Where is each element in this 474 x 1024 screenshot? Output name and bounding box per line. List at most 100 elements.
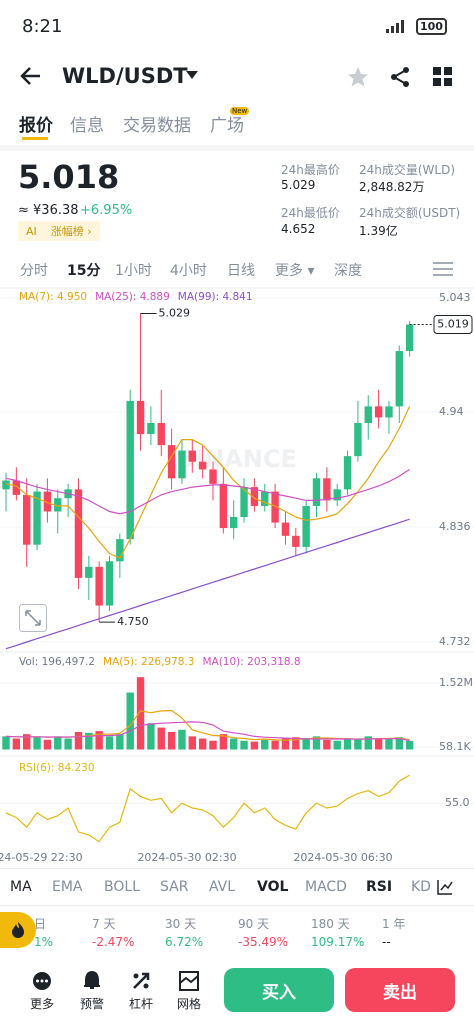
indicator-tab[interactable]: BOLL [104,879,140,895]
candle-body [116,539,124,562]
volume-bar [85,732,93,750]
tab[interactable]: 广场 [210,116,244,136]
back-button[interactable] [20,66,42,86]
battery: 100 [416,18,447,35]
candle-body [147,422,155,435]
y-tick-label: 4.836 [439,520,471,533]
tag-pill[interactable]: AI 涨幅榜 › [18,221,100,241]
candle-body [312,478,321,506]
indicator-tab[interactable]: AVL [209,879,236,895]
ma-legend: MA(25): 4.889 [95,291,170,303]
chart: BINANCE 5.043 4.94 4.836 4.732 1.52M 58.1K 55.0… [0,287,474,864]
interval[interactable]: 15分 [67,263,101,279]
candle-body [126,400,134,540]
time-label: 24-05-29 22:30 [0,851,83,864]
tab[interactable]: 信息 [70,116,104,136]
layout-icon[interactable] [433,67,453,87]
tab[interactable]: 报价 [19,116,53,136]
bottom-label[interactable]: 杠杆 [129,997,154,1011]
candle-body [385,406,393,418]
fire-button[interactable] [0,912,36,948]
indicator-tab[interactable]: MA [10,879,32,895]
share-icon[interactable] [389,66,411,88]
volume-bar [43,739,52,750]
vol-tick-label: 58.1K [439,740,471,753]
volume-bar [374,738,383,750]
interval[interactable]: 1小时 [115,263,152,279]
dropdown-icon[interactable] [186,70,198,80]
volume-bar [292,737,300,750]
candle-body [374,406,383,418]
interval[interactable]: 日线 [227,263,255,279]
low-label: 4.750 [117,615,148,628]
volume-bar [147,723,155,750]
interval[interactable]: 深度 [334,263,362,279]
volume-bar [385,738,393,750]
volume-bar [343,738,352,750]
candle-body [167,445,176,479]
indicator-tab[interactable]: RSI [366,879,393,895]
y-tick-label: 5.043 [439,291,471,304]
candle-body [188,450,196,462]
volume-bar [198,738,207,750]
candle-body [198,461,207,470]
candle-body [343,456,352,490]
indicator-tab[interactable]: SAR [160,879,189,895]
volume-bar [261,739,269,750]
interval[interactable]: 更多 ▾ [275,263,315,279]
sell-button[interactable]: 卖出 [345,968,455,1012]
volume-bar [178,729,186,750]
candle-body [302,505,310,547]
favorite-icon[interactable] [347,66,369,88]
pair-title[interactable]: WLD/USDT [62,64,188,88]
indicator-tab[interactable]: KD [411,879,431,895]
interval[interactable]: 分时 [20,263,48,279]
buy-button[interactable]: 买入 [224,968,334,1012]
volume-bar [95,731,103,750]
ma-legend: MA(99): 4.841 [178,291,253,303]
perf-value: -35.49% [238,935,289,949]
perf-value: -2.47% [92,935,135,949]
more-icon[interactable] [32,971,52,991]
indicator-tab[interactable]: VOL [257,879,289,895]
grid-bot-icon[interactable] [179,971,199,991]
bottom-label[interactable]: 更多 [30,997,55,1011]
tab[interactable]: 交易数据 [123,116,191,136]
rsi-legend: RSI(6): 84.230 [19,762,95,774]
candle-body [364,406,372,423]
alert-icon[interactable] [82,971,102,991]
interval[interactable]: 4小时 [170,263,207,279]
volume-bar [209,740,217,750]
volume-bar [136,677,145,750]
volume-bar [240,740,248,750]
candle-body [2,480,10,490]
candle-body [250,487,259,506]
volume-bar [116,734,124,750]
stat-value: 4.652 [281,222,316,236]
expand-button[interactable] [19,604,47,632]
stat-label: 24h最低价 [281,206,340,220]
last-price-box [433,315,473,335]
volume-bar [333,740,341,750]
vol-legend: Vol: 196,497.2 [19,656,95,668]
volume-bar [157,727,165,750]
volume-bar [281,738,290,750]
ma-line [5,468,410,515]
volume-bar [23,734,31,750]
volume-bar [188,736,196,750]
vol-ma-line [5,721,410,742]
candle-body [261,491,269,506]
indicator-settings[interactable] [437,879,453,895]
indicator-tab[interactable]: MACD [305,879,347,895]
volume-bar [33,737,41,750]
volume-bar [271,740,279,750]
bottom-label[interactable]: 网格 [177,997,202,1011]
leverage-icon[interactable] [131,971,151,991]
ma-line [5,406,411,559]
settings-icon[interactable] [433,262,453,276]
tab-underline [22,137,48,140]
indicator-tab[interactable]: EMA [52,879,83,895]
volume-bar [105,736,114,750]
bottom-label[interactable]: 预警 [80,997,105,1011]
